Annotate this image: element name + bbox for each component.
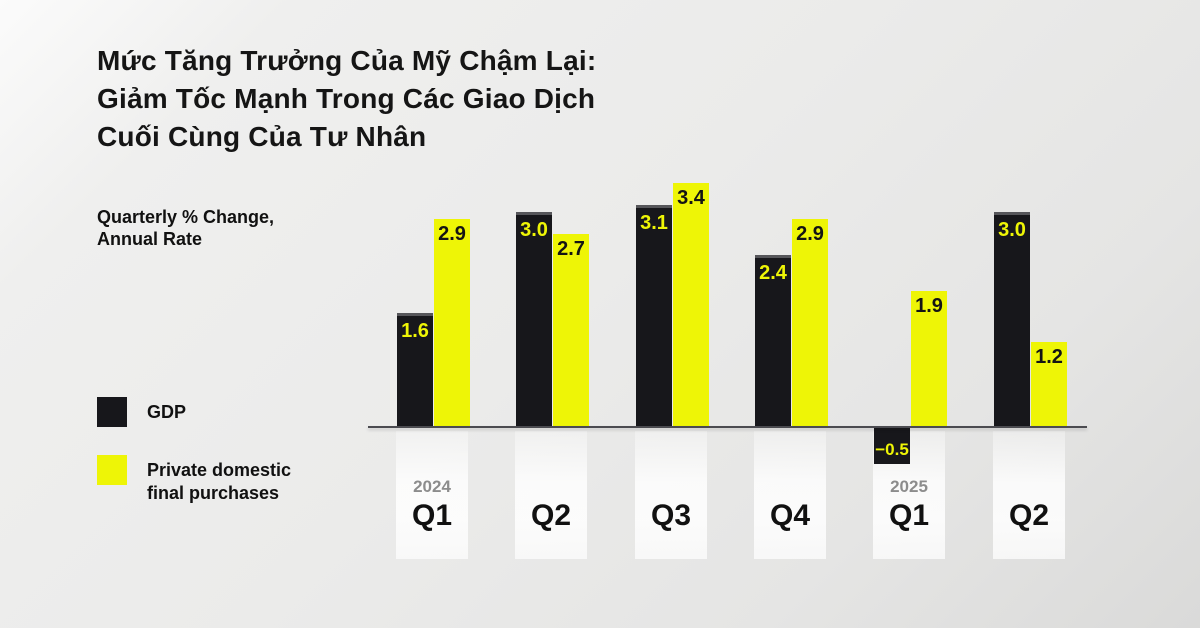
x-label-card: 2024 Q1 <box>396 431 468 559</box>
x-label-card: Q4 <box>754 431 826 559</box>
bar-pdfp-q2-5: 1.2 <box>1031 342 1067 428</box>
bar-value-label: 1.2 <box>1035 346 1063 368</box>
subtitle-line-1: Quarterly % Change, <box>97 207 275 227</box>
pdfp-swatch <box>97 455 127 485</box>
bar-value-label: 2.9 <box>438 223 466 245</box>
bar-pdfp-q1-4: 1.9 <box>911 291 947 428</box>
bar-value-label: 3.4 <box>677 187 705 209</box>
bar-gdp-q1-4: −0.5 <box>874 428 910 464</box>
title-line-2: Giảm Tốc Mạnh Trong Các Giao Dịch <box>97 83 596 114</box>
bar-value-label: 3.0 <box>998 219 1026 241</box>
year-label: 2025 <box>890 477 928 496</box>
bar-gdp-q2-1: 3.0 <box>516 212 552 428</box>
bar-pdfp-q1-0: 2.9 <box>434 219 470 428</box>
bar-pdfp-q3-2: 3.4 <box>673 183 709 428</box>
bar-value-label: 1.6 <box>401 320 429 342</box>
legend-label-gdp: GDP <box>147 402 187 422</box>
bar-pdfp-q4-3: 2.9 <box>792 219 828 428</box>
x-label-card: Q2 <box>993 431 1065 559</box>
bar-value-label: 3.1 <box>640 212 668 234</box>
x-label-card: Q2 <box>515 431 587 559</box>
title-line-3: Cuối Cùng Của Tư Nhân <box>97 121 427 152</box>
subtitle-line-2: Annual Rate <box>97 229 203 249</box>
bar-gdp-q3-2: 3.1 <box>636 205 672 428</box>
bar-gdp-q2-5: 3.0 <box>994 212 1030 428</box>
legend-item-pdfp: Private domestic final purchases <box>97 455 291 505</box>
bar-value-label: 1.9 <box>915 295 943 317</box>
bar-gdp-q4-3: 2.4 <box>755 255 791 428</box>
bar-value-label: −0.5 <box>875 440 909 460</box>
x-axis-label: Q2 <box>530 499 572 532</box>
bar-gdp-q1-0: 1.6 <box>397 313 433 428</box>
x-axis-label: Q1 <box>888 499 930 532</box>
gdp-swatch <box>97 397 127 427</box>
bar-value-label: 2.4 <box>759 262 787 284</box>
x-axis-label: Q1 <box>411 499 453 532</box>
x-label-card: Q3 <box>635 431 707 559</box>
x-axis-label: Q4 <box>769 499 811 532</box>
x-axis-label: Q3 <box>650 499 692 532</box>
bar-pdfp-q2-1: 2.7 <box>553 234 589 428</box>
bar-value-label: 3.0 <box>520 219 548 241</box>
chart-subtitle: Quarterly % Change, Annual Rate <box>97 206 274 250</box>
legend-label-pdfp: Private domestic final purchases <box>147 460 292 503</box>
legend-item-gdp: GDP <box>97 397 291 427</box>
bar-value-label: 2.7 <box>557 238 585 260</box>
page-title: Mức Tăng Trưởng Của Mỹ Chậm Lại: Giảm Tố… <box>97 42 596 156</box>
bar-value-label: 2.9 <box>796 223 824 245</box>
title-line-1: Mức Tăng Trưởng Của Mỹ Chậm Lại: <box>97 45 597 76</box>
x-axis-label: Q2 <box>1008 499 1050 532</box>
legend: GDP Private domestic final purchases <box>97 397 291 533</box>
year-label: 2024 <box>413 477 451 496</box>
x-axis-line <box>368 426 1087 428</box>
